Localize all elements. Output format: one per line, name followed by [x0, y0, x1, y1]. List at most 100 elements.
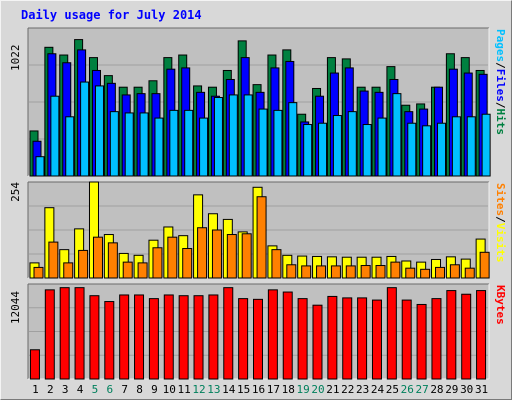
panel-visits-sites: 254 Sites/Visits [9, 181, 507, 279]
bar-sites-day-28 [435, 266, 446, 279]
bar-pages-day-8 [139, 112, 149, 177]
y-tick-label: 12044 [9, 291, 22, 324]
bar-kbytes-day-5 [89, 295, 100, 380]
x-tick-label: 12 [192, 383, 205, 396]
x-tick-label: 18 [282, 383, 295, 396]
bar-sites-day-7 [122, 261, 133, 279]
bar-pages-day-2 [50, 95, 60, 177]
x-tick-label: 24 [371, 383, 385, 396]
bar-sites-day-22 [345, 265, 356, 279]
bar-kbytes-day-28 [431, 298, 442, 380]
bar-kbytes-day-6 [104, 301, 115, 380]
bar-pages-day-3 [65, 116, 75, 177]
bar-kbytes-day-1 [29, 349, 40, 380]
bar-pages-day-25 [392, 93, 402, 177]
x-tick-label: 29 [445, 383, 458, 396]
bar-kbytes-day-29 [446, 290, 457, 380]
x-tick-label: 19 [296, 383, 309, 396]
x-tick-label: 20 [311, 383, 324, 396]
bar-sites-day-6 [107, 242, 118, 279]
bar-kbytes-day-20 [312, 304, 323, 380]
bar-pages-day-29 [451, 116, 461, 177]
bar-kbytes-day-7 [119, 294, 130, 380]
bar-pages-day-21 [332, 115, 342, 177]
x-tick-label: 28 [430, 383, 443, 396]
series-kbytes [29, 287, 487, 380]
x-tick-label: 25 [386, 383, 399, 396]
bar-pages-day-18 [288, 102, 298, 177]
y-tick-label: 254 [9, 182, 22, 202]
y-tick-label: 1022 [9, 44, 22, 71]
bar-kbytes-day-25 [386, 287, 397, 380]
bar-pages-day-4 [80, 81, 90, 177]
legend-separator: / [494, 216, 507, 223]
legend-pages-files-hits: Pages/Files/Hits [494, 29, 507, 135]
bar-kbytes-day-10 [163, 294, 174, 380]
bar-sites-day-3 [63, 262, 74, 279]
x-tick-label: 22 [341, 383, 354, 396]
x-tick-label: 31 [475, 383, 488, 396]
bar-kbytes-day-11 [178, 295, 189, 380]
bar-pages-day-6 [109, 111, 119, 177]
bar-pages-day-22 [347, 111, 357, 177]
panel-pages-files-hits: 1022 Pages/Files/Hits [9, 27, 507, 177]
x-tick-label: 7 [121, 383, 128, 396]
legend-hits: Hits [494, 109, 507, 136]
bar-pages-day-31 [481, 113, 491, 177]
bar-pages-day-14 [228, 94, 238, 177]
series-pages [35, 81, 491, 177]
bar-pages-day-17 [273, 109, 283, 177]
series-sites [33, 196, 490, 279]
legend-separator: / [494, 102, 507, 109]
x-tick-label: 23 [356, 383, 369, 396]
bar-pages-day-13 [213, 96, 223, 177]
x-tick-label: 2 [47, 383, 54, 396]
bar-kbytes-day-16 [253, 298, 263, 380]
bar-pages-day-10 [169, 109, 179, 177]
bar-sites-day-10 [167, 236, 178, 279]
bar-sites-day-11 [182, 248, 193, 279]
x-tick-label: 26 [401, 383, 414, 396]
panel-kbytes: 12044 KBytes [9, 283, 507, 380]
bar-pages-day-20 [318, 122, 328, 177]
bar-sites-day-31 [479, 251, 490, 279]
bar-kbytes-day-24 [371, 299, 382, 380]
bar-pages-day-27 [422, 125, 432, 177]
bar-sites-day-9 [152, 247, 163, 279]
legend-files: Files [494, 69, 507, 102]
x-tick-label: 13 [207, 383, 220, 396]
x-tick-label: 16 [252, 383, 265, 396]
bar-kbytes-day-14 [223, 287, 234, 380]
bar-kbytes-day-12 [193, 295, 204, 380]
x-tick-label: 15 [237, 383, 250, 396]
bar-pages-day-7 [124, 112, 134, 177]
bar-pages-day-1 [35, 156, 45, 177]
x-tick-label: 10 [163, 383, 176, 396]
bar-pages-day-26 [407, 122, 417, 177]
bar-sites-day-26 [405, 267, 416, 279]
legend-visits: Visits [494, 223, 507, 263]
bar-pages-day-5 [94, 85, 104, 177]
bar-kbytes-day-3 [59, 287, 70, 380]
x-tick-label: 3 [62, 383, 69, 396]
bar-sites-day-8 [137, 262, 148, 279]
bar-kbytes-day-17 [267, 289, 278, 380]
bar-sites-day-15 [241, 233, 252, 279]
bar-pages-day-24 [377, 117, 387, 177]
bar-kbytes-day-22 [342, 297, 353, 380]
x-tick-label: 5 [92, 383, 99, 396]
bar-sites-day-24 [375, 265, 386, 279]
bar-kbytes-day-9 [148, 298, 159, 380]
legend-kbytes: KBytes [494, 285, 507, 325]
bar-pages-day-19 [303, 124, 313, 177]
bar-pages-day-15 [243, 94, 253, 177]
bar-kbytes-day-27 [416, 303, 427, 380]
bar-pages-day-9 [154, 117, 164, 177]
x-tick-label: 8 [136, 383, 143, 396]
chart-title: Daily usage for July 2014 [21, 8, 202, 22]
bar-pages-day-16 [258, 108, 268, 177]
x-tick-label: 6 [106, 383, 113, 396]
bar-sites-day-27 [420, 268, 431, 279]
